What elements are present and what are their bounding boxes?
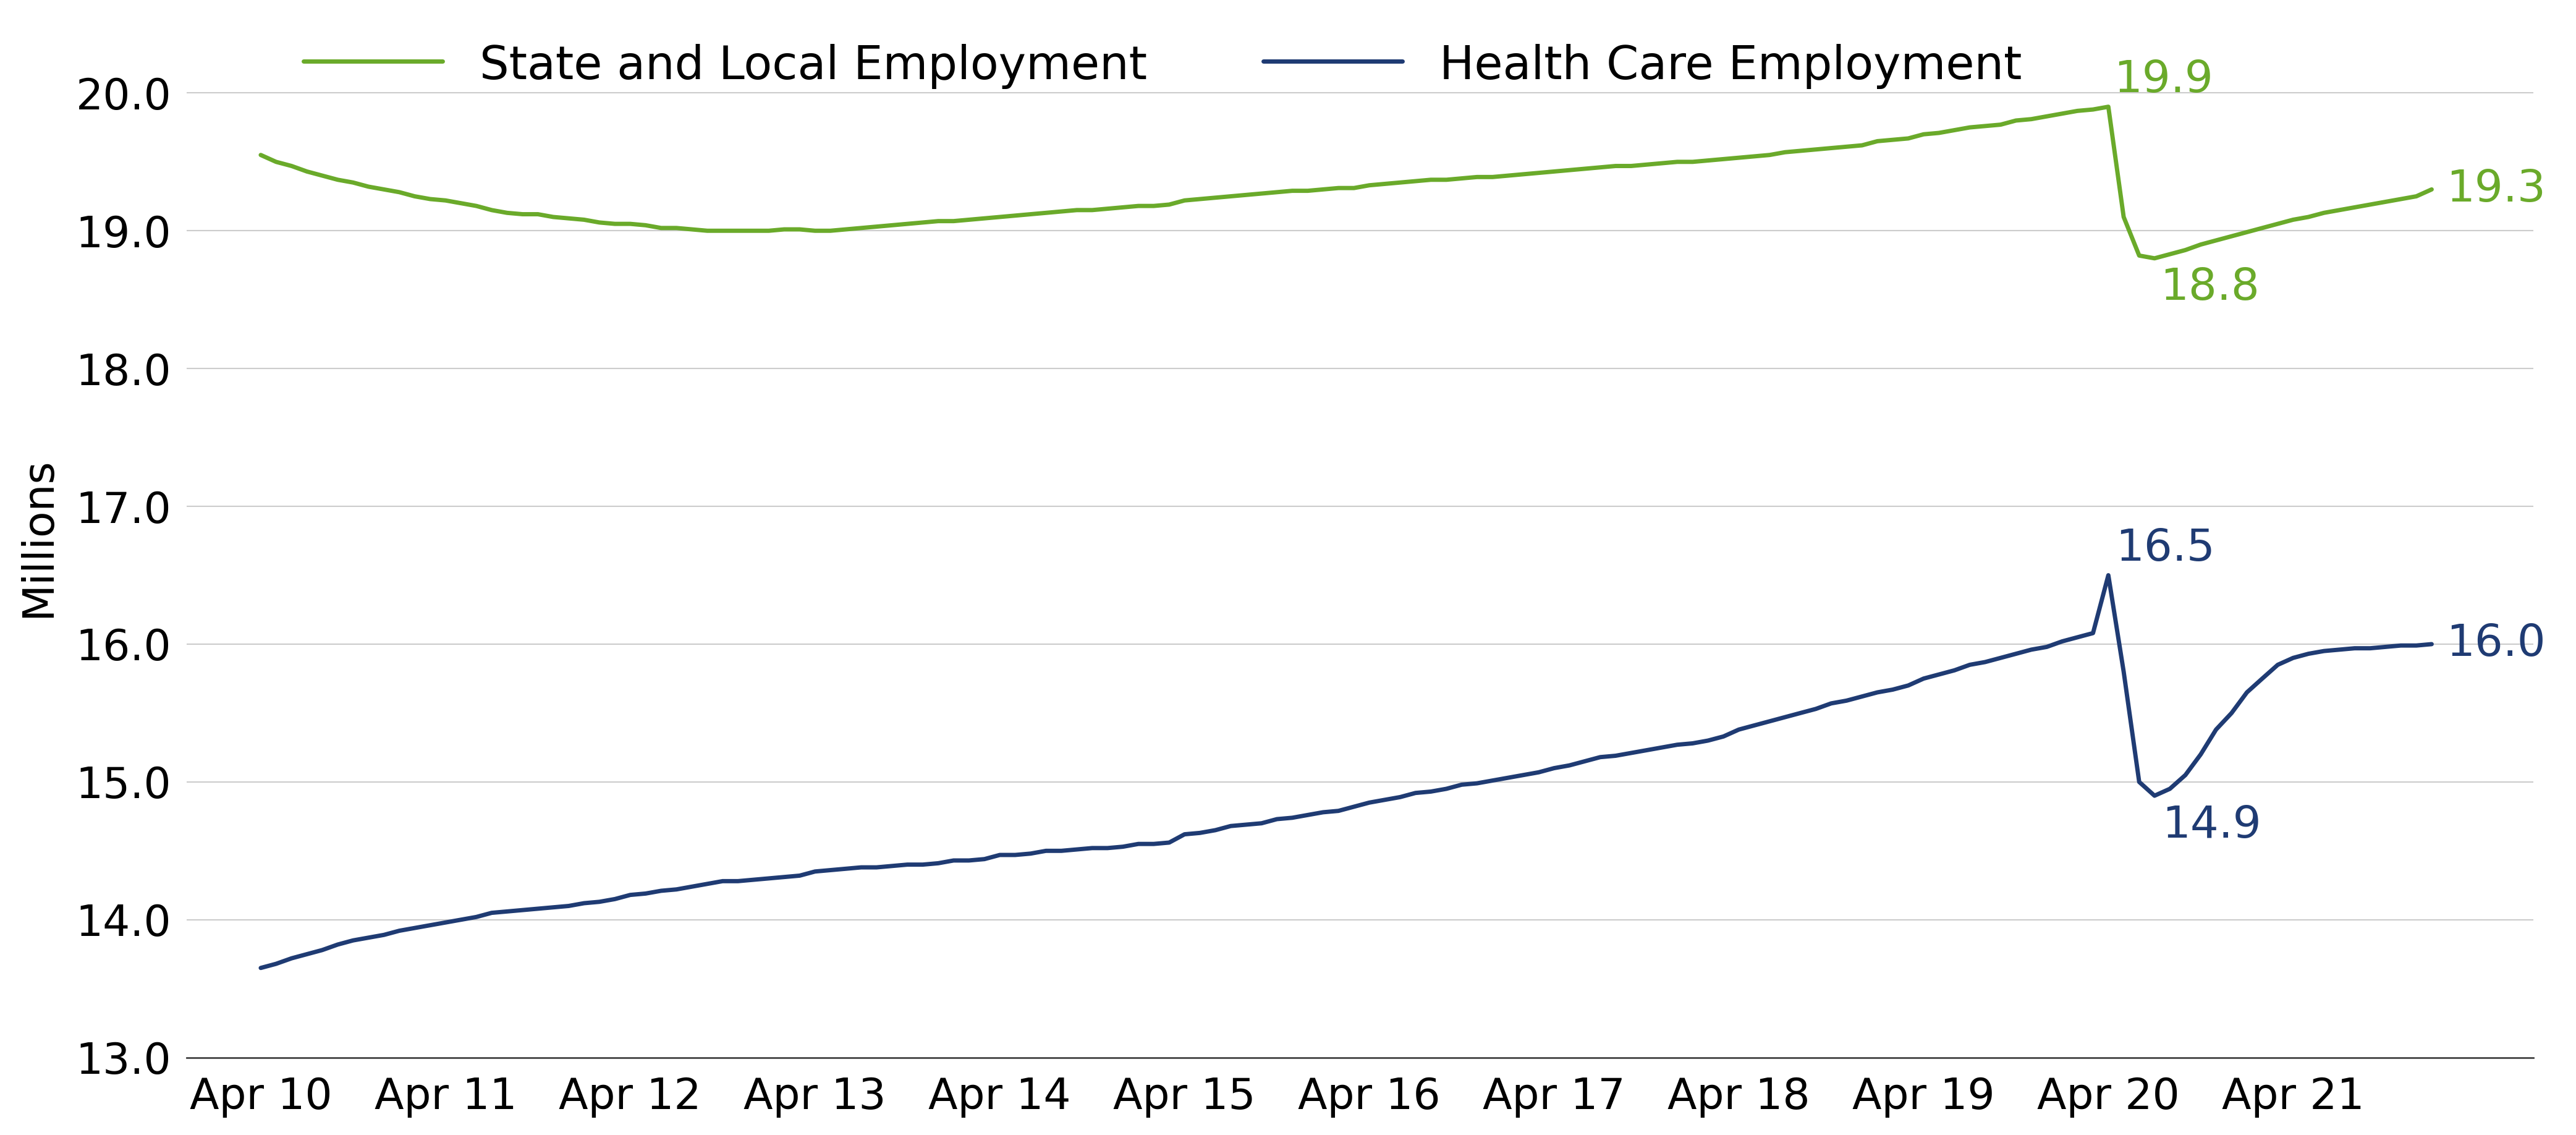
State and Local Employment (2416, 183, 2447, 196)
State and Local Employment (907, 216, 938, 229)
Health Care Employment (907, 858, 938, 872)
Legend: State and Local Employment, Health Care Employment: State and Local Employment, Health Care … (281, 19, 2045, 112)
State and Local Employment (1386, 176, 1417, 190)
Health Care Employment (1615, 746, 1646, 759)
Y-axis label: Millions: Millions (18, 457, 59, 617)
State and Local Employment (1615, 159, 1646, 173)
Text: 14.9: 14.9 (2161, 804, 2262, 847)
Text: 19.3: 19.3 (2447, 168, 2545, 211)
State and Local Employment (245, 149, 276, 162)
Health Care Employment (1293, 808, 1324, 822)
Health Care Employment (245, 961, 276, 975)
Line: Health Care Employment: Health Care Employment (260, 575, 2432, 968)
State and Local Employment (2200, 234, 2231, 247)
Text: 16.0: 16.0 (2447, 623, 2545, 665)
Health Care Employment (2416, 638, 2447, 651)
Text: 18.8: 18.8 (2161, 267, 2259, 309)
State and Local Employment (2092, 100, 2123, 113)
Health Care Employment (1662, 738, 1692, 751)
Text: 19.9: 19.9 (2115, 59, 2213, 101)
Line: State and Local Employment: State and Local Employment (260, 107, 2432, 259)
State and Local Employment (1662, 155, 1692, 169)
Text: 16.5: 16.5 (2115, 527, 2215, 570)
Health Care Employment (1386, 790, 1417, 804)
Health Care Employment (2184, 748, 2215, 762)
State and Local Employment (2138, 252, 2169, 266)
Health Care Employment (2092, 569, 2123, 582)
State and Local Employment (1293, 184, 1324, 197)
